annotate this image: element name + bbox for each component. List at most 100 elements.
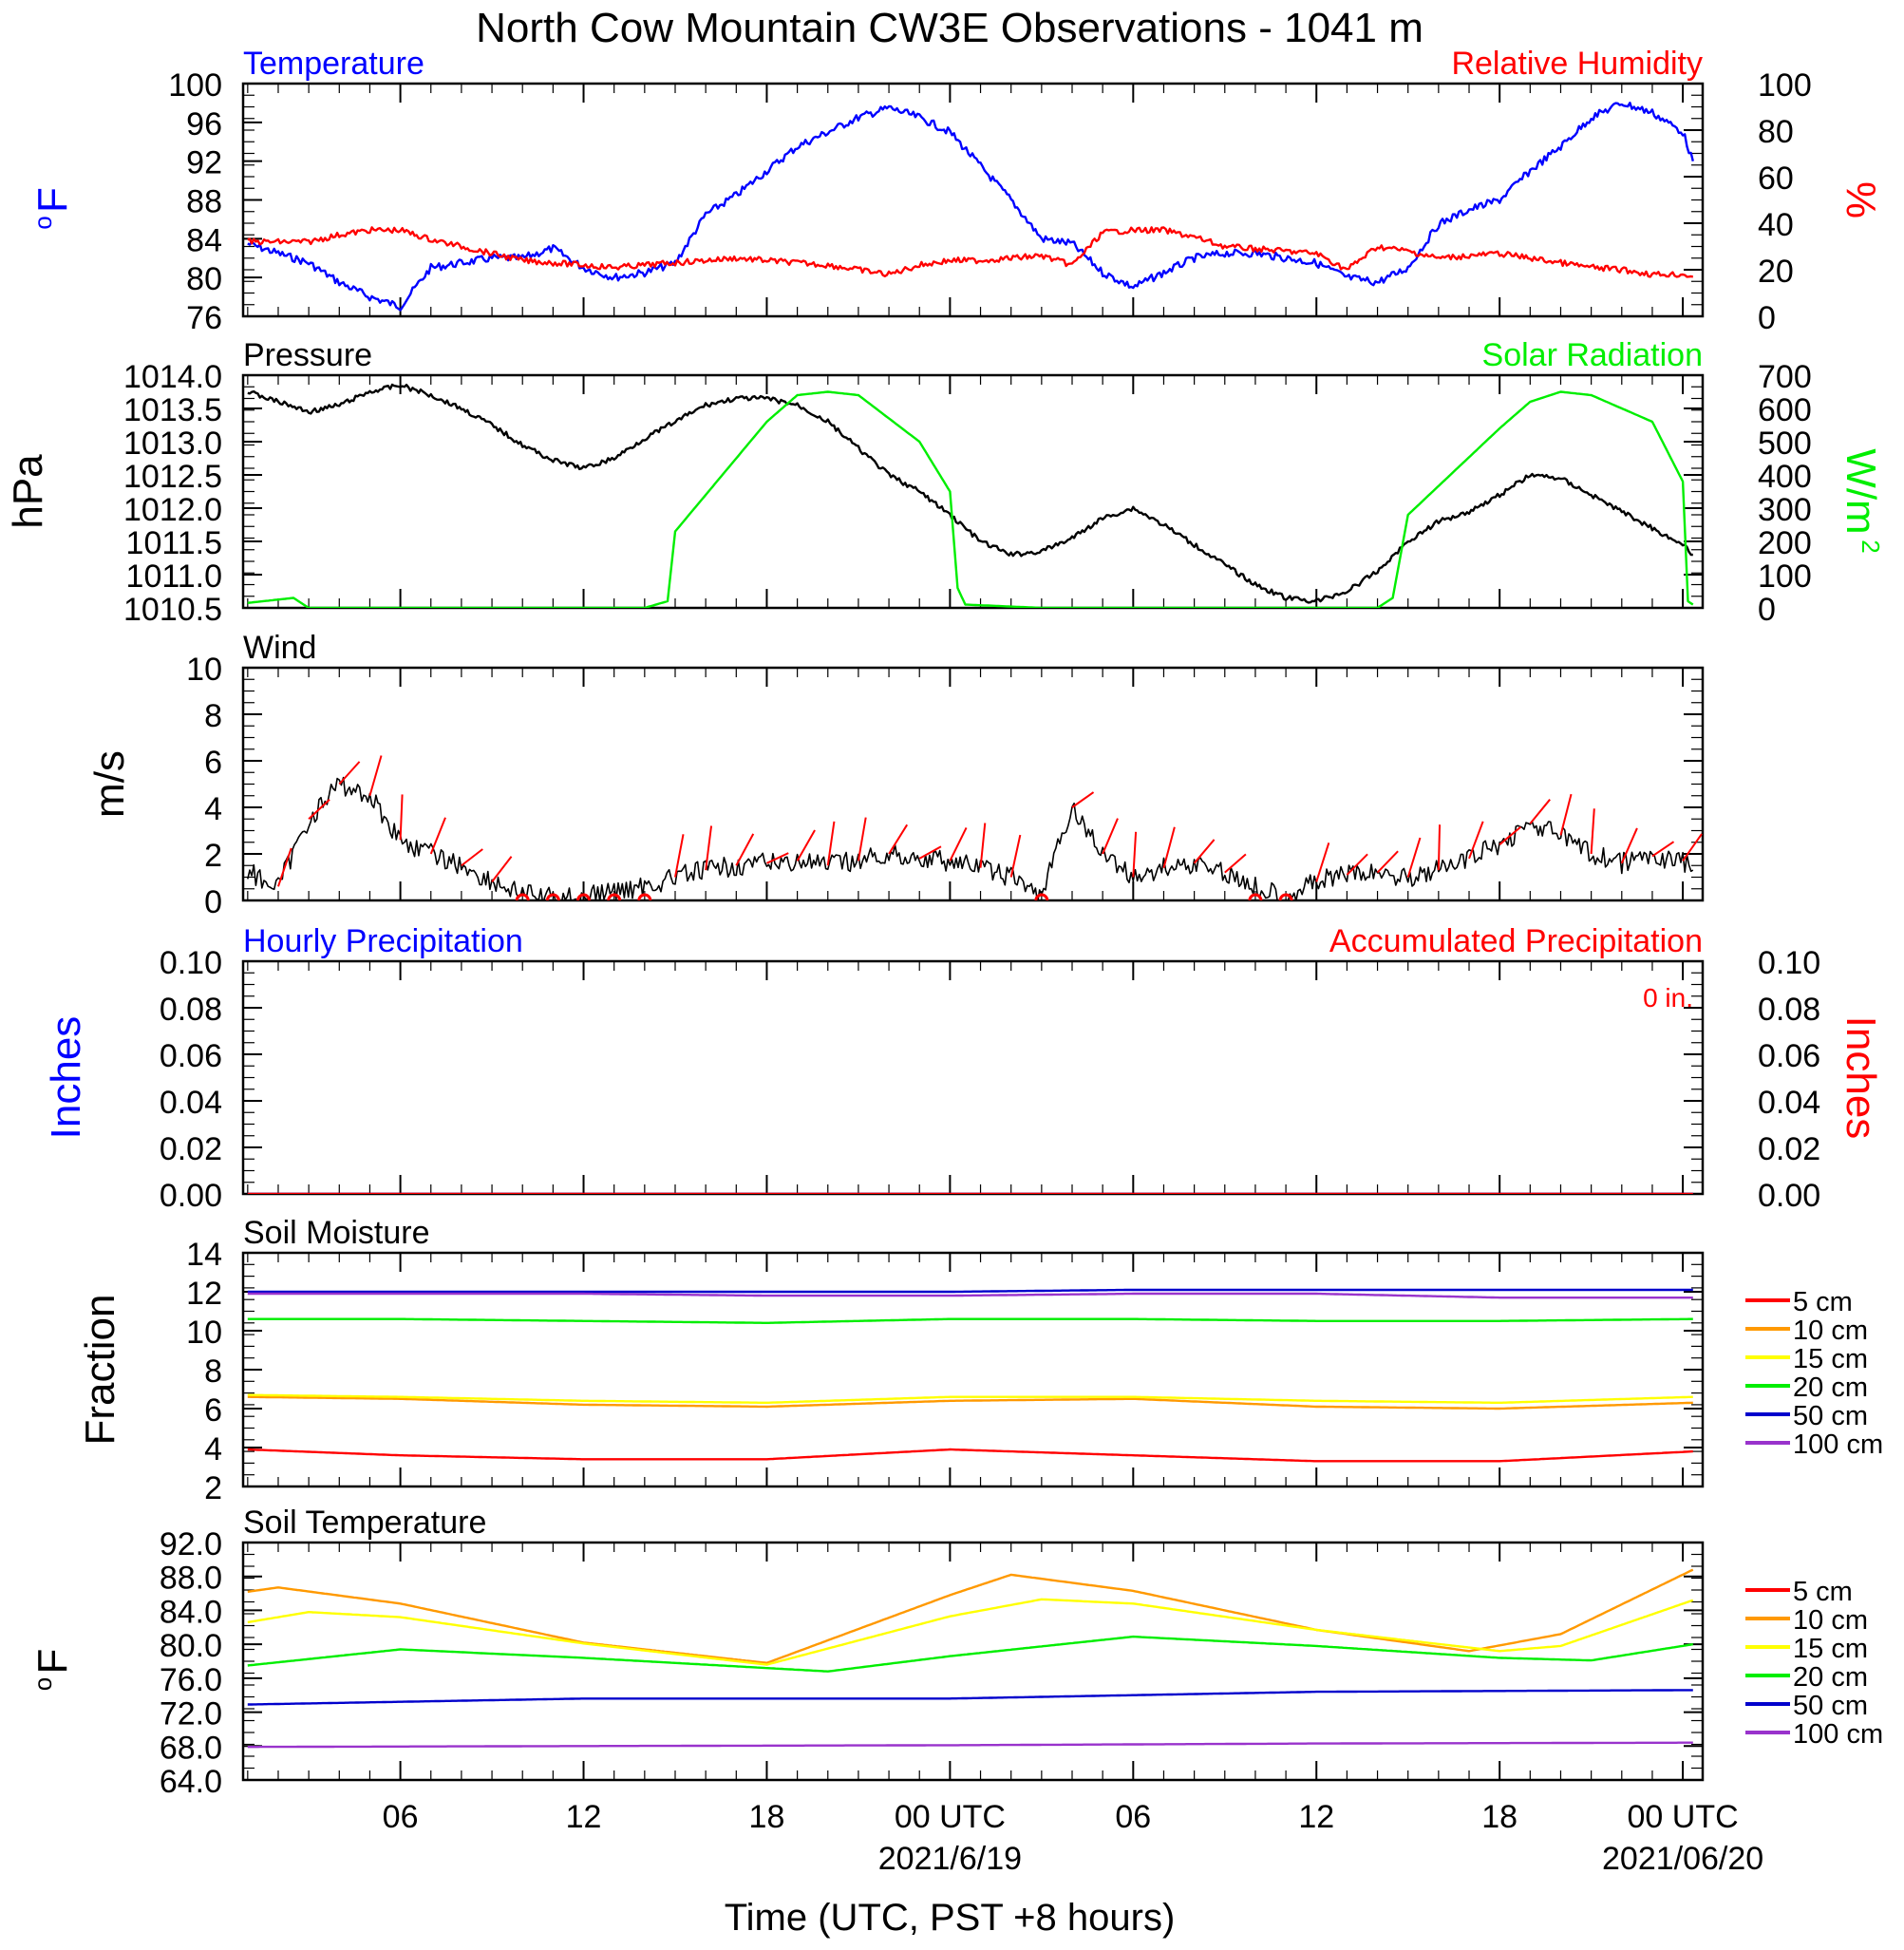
- y-tick-label-left: 1012.5: [123, 459, 222, 495]
- y-tick-label-left: 2: [204, 1470, 222, 1506]
- series-line-50-cm: [247, 1288, 1693, 1294]
- wind-barb: [461, 848, 483, 867]
- calm-wind-circle: [576, 893, 592, 900]
- wind-barb: [1102, 818, 1119, 855]
- legend-label: 15 cm: [1793, 1634, 1868, 1664]
- y-tick-label-left: 76: [186, 300, 222, 336]
- y-tick-label-left: 1010.5: [123, 592, 222, 628]
- y-axis-label-right: %: [1838, 181, 1884, 218]
- y-tick-label-left: 8: [204, 698, 222, 734]
- y-tick-label-left: 68.0: [160, 1730, 222, 1766]
- x-tick-label: 06: [383, 1799, 419, 1835]
- panel-wind: 0 2 4 6 8 10 Wind m/s: [86, 630, 1705, 920]
- series-line-50-cm: [247, 1689, 1693, 1706]
- y-axis-label-left: F: [29, 187, 76, 213]
- wind-barb: [338, 761, 361, 786]
- wind-barb: [705, 825, 713, 871]
- panel-precipitation: 0.00 0.02 0.04 0.06 0.08 0.10 0.00 0.02 0.04 0.06…: [43, 923, 1884, 1214]
- y-tick-label-left: 12: [186, 1276, 222, 1312]
- wind-barb: [857, 817, 867, 861]
- y-tick-label-left: 64.0: [160, 1764, 222, 1800]
- y-tick-label-left: 1014.0: [123, 359, 222, 395]
- series-group: [247, 755, 1703, 900]
- wind-barb: [429, 817, 446, 855]
- wind-barb: [1437, 824, 1442, 871]
- panel-title-left: Soil Temperature: [243, 1505, 486, 1541]
- y-tick-label-right: 0.02: [1758, 1131, 1820, 1167]
- y-tick-label-left: 84.0: [160, 1594, 222, 1630]
- y-tick-label-right: 0.06: [1758, 1038, 1820, 1074]
- y-axis-label-left: m/s: [86, 750, 133, 818]
- y-tick-label-left: 0.08: [160, 992, 222, 1028]
- degree-mark: o: [28, 216, 57, 229]
- y-tick-label-right: 500: [1758, 426, 1812, 462]
- legend-label: 15 cm: [1793, 1344, 1868, 1374]
- series-line-solar-radiation: [247, 390, 1694, 608]
- wind-barb: [1315, 842, 1330, 882]
- wind-barb: [1009, 834, 1022, 878]
- series-line-15-cm: [247, 1598, 1694, 1666]
- y-tick-label-left: 76.0: [160, 1662, 222, 1698]
- y-tick-label-left: 0.06: [160, 1038, 222, 1074]
- series-line-temperature: [247, 101, 1694, 312]
- x-date-label: 2021/6/19: [878, 1841, 1022, 1877]
- x-axis-title: Time (UTC, PST +8 hours): [725, 1897, 1176, 1939]
- y-tick-label-right: 0: [1758, 592, 1776, 628]
- wind-barb: [1651, 841, 1675, 858]
- y-tick-label-left: 2: [204, 838, 222, 874]
- y-tick-label-left: 88: [186, 184, 222, 220]
- x-tick-label: 18: [749, 1799, 785, 1835]
- y-tick-label-left: 80.0: [160, 1628, 222, 1664]
- wind-barb: [1224, 853, 1247, 874]
- wind-barb: [1346, 853, 1368, 876]
- y-tick-label-left: 88.0: [160, 1561, 222, 1597]
- y-tick-label-left: 72.0: [160, 1696, 222, 1732]
- y-tick-label-right: 0.00: [1758, 1178, 1820, 1214]
- y-axis-label-left: hPa: [5, 454, 51, 529]
- wind-barb: [888, 824, 909, 855]
- panel-title-left: Temperature: [243, 46, 424, 82]
- y-tick-label-right: 0.10: [1758, 945, 1820, 981]
- x-tick-label: 00 UTC: [895, 1799, 1006, 1835]
- y-tick-label-right: 20: [1758, 254, 1794, 290]
- series-line-100-cm: [247, 1741, 1693, 1749]
- y-axis-label-left: F: [29, 1649, 76, 1675]
- y-tick-label-right: 400: [1758, 459, 1812, 495]
- legend-label: 50 cm: [1793, 1691, 1868, 1721]
- y-tick-label-right: 100: [1758, 558, 1812, 595]
- legend-label: 100 cm: [1793, 1429, 1883, 1460]
- y-tick-label-right: 100: [1758, 67, 1812, 104]
- y-tick-label-left: 10: [186, 652, 222, 688]
- legend-label: 20 cm: [1793, 1662, 1868, 1693]
- series-line-relative-humidity: [247, 226, 1694, 278]
- wind-barb: [674, 834, 685, 878]
- x-date-label: 2021/06/20: [1602, 1841, 1763, 1877]
- wind-barb: [1071, 791, 1095, 808]
- wind-barb: [491, 856, 513, 883]
- wind-barb: [949, 826, 968, 861]
- y-tick-label-left: 1012.0: [123, 492, 222, 528]
- wind-barb: [1620, 827, 1638, 864]
- panel-frame: [241, 1251, 1705, 1488]
- y-tick-label-left: 1011.5: [126, 525, 222, 561]
- y-tick-label-left: 80: [186, 261, 222, 297]
- x-tick-label: 12: [1298, 1799, 1334, 1835]
- wind-barb: [918, 845, 942, 860]
- wind-barb: [1499, 825, 1522, 845]
- panel-soil_temperature: 64.068.072.076.080.084.088.092.0 Soil Tem…: [28, 1505, 1883, 1877]
- wind-barb: [368, 755, 383, 797]
- y-tick-label-left: 84: [186, 222, 222, 258]
- y-tick-label-left: 4: [204, 1431, 222, 1467]
- y-tick-label-left: 0.04: [160, 1085, 222, 1121]
- series-line-20-cm: [247, 1317, 1693, 1325]
- wind-barb: [1132, 831, 1138, 878]
- y-tick-label-right: 40: [1758, 207, 1794, 243]
- wind-barb: [277, 847, 292, 887]
- y-tick-label-left: 10: [186, 1315, 222, 1351]
- wind-barb: [399, 794, 404, 841]
- y-tick-label-left: 1013.5: [123, 392, 222, 428]
- wind-barb: [308, 799, 330, 820]
